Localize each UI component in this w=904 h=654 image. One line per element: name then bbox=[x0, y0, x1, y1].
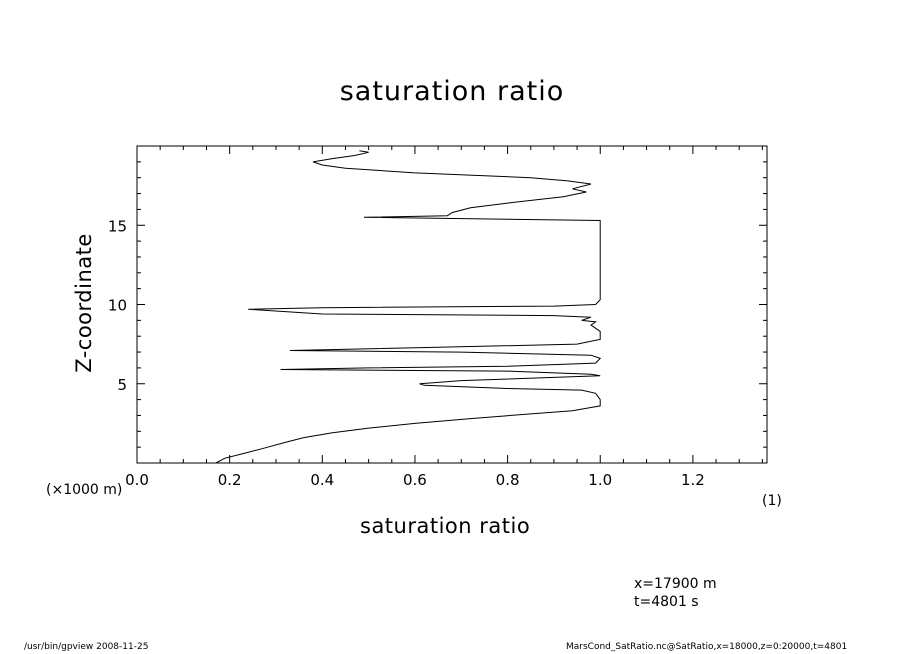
y-tick-label: 5 bbox=[117, 376, 127, 394]
plot-frame bbox=[136, 145, 768, 464]
series-line bbox=[215, 150, 602, 464]
axis-ticks bbox=[136, 146, 767, 463]
y-tick-label: 15 bbox=[108, 217, 127, 235]
x-tick-label: 0.8 bbox=[496, 471, 520, 489]
x-tick-label: 0.6 bbox=[403, 471, 427, 489]
y-tick-label: 10 bbox=[108, 297, 127, 315]
y-tick-labels: 5 10 15 bbox=[108, 217, 127, 394]
info-time: t=4801 s bbox=[634, 594, 699, 610]
x-tick-label: 1.0 bbox=[588, 471, 612, 489]
y-unit-note: (×1000 m) bbox=[46, 482, 123, 498]
footer-right: MarsCond_SatRatio.nc@SatRatio,x=18000,z=… bbox=[566, 642, 848, 652]
chart-title: saturation ratio bbox=[339, 76, 565, 107]
x-tick-label: 1.2 bbox=[681, 471, 705, 489]
x-tick-label: 0.0 bbox=[125, 471, 149, 489]
x-tick-label: 0.2 bbox=[218, 471, 242, 489]
x-tick-labels: 0.0 0.2 0.4 0.6 0.8 1.0 1.2 bbox=[125, 471, 705, 489]
footer-left: /usr/bin/gpview 2008-11-25 bbox=[24, 642, 149, 652]
y-axis-label: Z-coordinate bbox=[72, 233, 96, 373]
x-scale-note: (1) bbox=[762, 493, 782, 509]
x-axis-label: saturation ratio bbox=[360, 514, 531, 538]
info-x-position: x=17900 m bbox=[634, 576, 717, 592]
x-tick-label: 0.4 bbox=[310, 471, 334, 489]
